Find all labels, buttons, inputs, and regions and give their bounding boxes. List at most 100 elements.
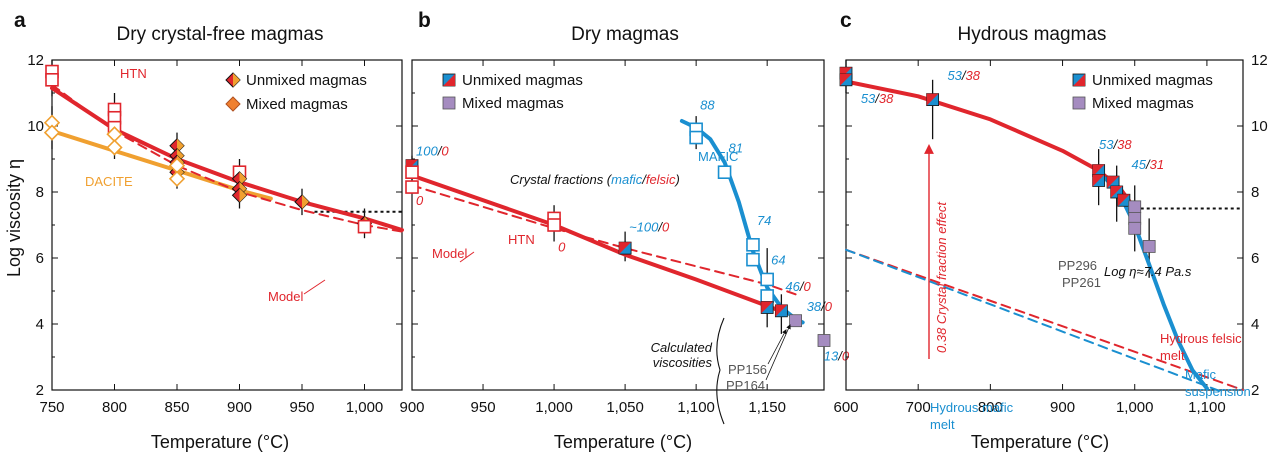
data-point-half — [840, 73, 852, 86]
data-point — [746, 252, 760, 267]
crystal-fraction-label: 38/0 — [807, 299, 833, 314]
annotation-pp261: PP261 — [1062, 275, 1101, 290]
data-point — [405, 165, 419, 179]
annotation-dacite: DACITE — [85, 174, 133, 189]
panel-b-legend: Unmixed magmas Mixed magmas — [442, 72, 583, 112]
annotation-calculated-viscosities: Calculated viscosities — [651, 340, 713, 370]
data-point-half — [775, 304, 788, 317]
data-point — [689, 130, 703, 145]
panel-a-plot: 750 800 850 900 950 1,000 2 4 6 8 10 12 — [27, 52, 404, 416]
x-tick-label: 750 — [39, 399, 64, 416]
legend-c-square-mixed — [1072, 96, 1086, 110]
y-tick-label-right: 2 — [1251, 382, 1259, 399]
y-tick-label: 8 — [36, 184, 44, 201]
annotation-brace — [716, 317, 725, 425]
x-tick-label: 1,000 — [346, 399, 384, 416]
data-point-half — [1117, 194, 1130, 207]
panel-b-letter: b — [418, 9, 431, 32]
crystal-fraction-label: 53/38 — [1099, 137, 1132, 152]
annotation-model-a-leader — [303, 279, 326, 295]
panel-c-plot: 600 700 800 900 1,000 1,100 2 4 6 8 10 12 53/38 53/38… — [833, 52, 1267, 416]
y-tick-label: 6 — [36, 250, 44, 267]
data-point-half — [1092, 174, 1105, 187]
legend-b-unmixed: Unmixed magmas — [462, 72, 583, 89]
y-tick-label-right: 12 — [1251, 52, 1268, 69]
legend-square-mixed — [442, 96, 456, 110]
x-tick-label: 950 — [289, 399, 314, 416]
data-point-half — [761, 301, 774, 314]
crystal-fraction-label: 74 — [757, 213, 771, 228]
x-tick-label: 800 — [102, 399, 127, 416]
y-tick-label: 10 — [27, 118, 44, 135]
series-line-mafic — [679, 119, 805, 325]
y-tick-label: 2 — [36, 382, 44, 399]
data-point — [1128, 221, 1142, 235]
y-tick-label-right: 8 — [1251, 184, 1259, 201]
data-point — [43, 124, 61, 141]
data-point-half — [1107, 176, 1120, 189]
x-tick-label: 600 — [833, 399, 858, 416]
annotation-pp296: PP296 — [1058, 258, 1097, 273]
data-point — [405, 180, 419, 194]
panel-a-title: Dry crystal-free magmas — [117, 24, 324, 45]
x-tick-label: 900 — [227, 399, 252, 416]
legend-c-mixed: Mixed magmas — [1092, 95, 1194, 112]
legend-a-unmixed: Unmixed magmas — [246, 72, 367, 89]
data-point-half — [1110, 186, 1123, 198]
annotation-mafic-suspension: Mafic suspension — [1185, 367, 1251, 399]
x-tick-label: 1,150 — [748, 399, 786, 416]
crystal-fraction-label: 0 — [558, 239, 566, 254]
data-point-half — [177, 138, 184, 153]
data-point — [789, 314, 802, 328]
x-tick-label: 900 — [1050, 399, 1075, 416]
x-tick-label: 1,000 — [1116, 399, 1154, 416]
crystal-fraction-label: 45/31 — [1132, 157, 1165, 172]
panel-b-plot: 900 950 1,000 1,050 1,100 1,150 100/0 0 0 ~100/0 8… — [399, 59, 850, 416]
panel-c-letter: c — [840, 9, 852, 32]
panel-b-x-axis-label: Temperature (°C) — [554, 432, 692, 452]
annotation-model-b-leader — [459, 251, 475, 263]
y-tick-label-right: 10 — [1251, 118, 1268, 135]
series-line-hydrous-mafic-melt — [845, 248, 1223, 393]
annotation-pp156-arrow — [767, 329, 787, 365]
panel-c-legend: Unmixed magmas Mixed magmas — [1072, 72, 1213, 112]
data-point — [817, 334, 831, 347]
data-point — [760, 289, 774, 303]
legend-diamond-unmixed-half — [233, 73, 240, 87]
y-tick-label-right: 6 — [1251, 250, 1259, 267]
crystal-fraction-label: 88 — [700, 98, 715, 113]
data-point-half — [619, 242, 632, 255]
annotation-model-b: Model — [432, 246, 468, 261]
data-point — [547, 218, 561, 232]
x-tick-label: 1,100 — [1188, 399, 1226, 416]
legend-b-mixed: Mixed magmas — [462, 95, 564, 112]
y-tick-label-right: 4 — [1251, 316, 1259, 333]
crystal-fraction-label: 53/38 — [861, 91, 894, 106]
crystal-fraction-label: 53/38 — [947, 68, 980, 83]
x-tick-label: 850 — [164, 399, 189, 416]
series-line-model — [51, 83, 403, 233]
annotation-crystal-effect: 0.38 Crystal fraction effect — [934, 201, 949, 353]
crystal-fraction-label: 100/0 — [416, 144, 449, 159]
data-point — [168, 170, 186, 187]
x-tick-label: 950 — [471, 399, 496, 416]
annotation-crystal-fractions: Crystal fractions (mafic/felsic) — [510, 172, 680, 187]
series-line-model — [411, 184, 797, 296]
series-line-htn — [410, 173, 787, 315]
panel-c-x-axis-label: Temperature (°C) — [971, 432, 1109, 452]
annotation-htn-a: HTN — [120, 66, 147, 81]
data-point-half — [239, 171, 247, 186]
x-tick-label: 1,000 — [535, 399, 573, 416]
annotation-log-eta: Log η≈7.4 Pa.s — [1104, 264, 1192, 279]
panel-c-title: Hydrous magmas — [958, 24, 1107, 45]
panel-a-x-axis-label: Temperature (°C) — [151, 432, 289, 452]
data-point — [717, 165, 732, 179]
data-point — [746, 238, 760, 252]
annotation-pp164: PP164 — [726, 378, 765, 393]
crystal-fraction-label: 64 — [771, 253, 785, 268]
data-point — [760, 272, 774, 287]
x-tick-label: 800 — [978, 399, 1003, 416]
data-point — [45, 73, 59, 87]
annotation-hydrous-mafic: Hydrous mafic melt — [930, 400, 1014, 432]
crystal-fraction-label: 46/0 — [785, 279, 811, 294]
